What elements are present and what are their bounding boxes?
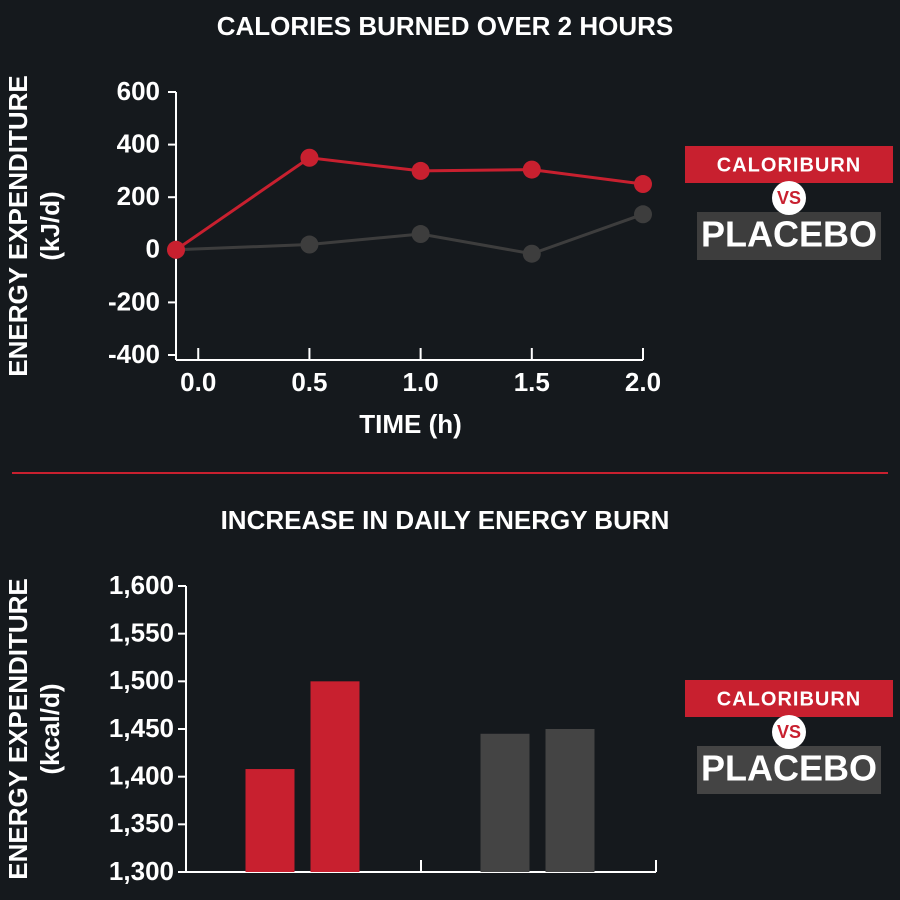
- chart-title: INCREASE IN DAILY ENERGY BURN: [221, 505, 670, 535]
- x-tick-label: 2.0: [625, 367, 661, 397]
- legend-separator: VS: [777, 722, 801, 742]
- x-tick-label: 0.0: [180, 367, 216, 397]
- y-tick-label: 600: [117, 76, 160, 106]
- marker: [634, 175, 652, 194]
- y-axis-label-line: (kcal/d): [35, 683, 65, 774]
- y-tick-label: 1,600: [109, 570, 174, 600]
- y-tick-label: 1,450: [109, 713, 174, 743]
- y-tick-label: 200: [117, 181, 160, 211]
- y-axis-label-line: (kJ/d): [35, 191, 65, 260]
- legend-label: CALORIBURN: [717, 688, 861, 710]
- y-tick-label: 1,400: [109, 761, 174, 791]
- x-axis-label: TIME (h): [359, 409, 462, 439]
- marker: [167, 240, 185, 259]
- y-axis-label-line: ENERGY EXPENDITURE: [3, 578, 33, 879]
- y-axis-label-line: ENERGY EXPENDITURE: [3, 75, 33, 376]
- y-tick-label: -200: [108, 286, 160, 316]
- marker: [411, 161, 430, 180]
- legend-box: [697, 746, 881, 794]
- legend-separator-badge: [772, 715, 806, 749]
- legend-box: [697, 212, 881, 260]
- legend-box: [685, 680, 893, 717]
- y-tick-label: 400: [117, 128, 160, 158]
- y-tick-label: 0: [146, 234, 160, 264]
- y-tick-label: -400: [108, 339, 160, 369]
- marker: [522, 160, 541, 179]
- y-tick-label: 1,500: [109, 665, 174, 695]
- legend-label: PLACEBO: [701, 748, 877, 789]
- chart-title: CALORIES BURNED OVER 2 HOURS: [217, 11, 674, 41]
- x-tick-label: 1.0: [403, 367, 439, 397]
- legend: CALORIBURN PLACEBO VS: [685, 146, 893, 260]
- y-tick-label: 1,550: [109, 618, 174, 648]
- y-axis-label: ENERGY EXPENDITURE (kcal/d): [3, 578, 65, 879]
- bar: [545, 729, 595, 872]
- legend-box: [685, 146, 893, 183]
- marker: [411, 225, 430, 244]
- legend-separator-badge: [772, 181, 806, 215]
- marker: [300, 235, 319, 254]
- x-tick-label: 1.5: [514, 367, 550, 397]
- y-tick-label: 1,300: [109, 856, 174, 886]
- bar: [310, 681, 360, 872]
- legend-separator: VS: [777, 188, 801, 208]
- marker: [634, 205, 652, 224]
- marker: [300, 148, 319, 167]
- x-tick-label: 0.5: [291, 367, 327, 397]
- y-axis-label: ENERGY EXPENDITURE (kJ/d): [3, 75, 65, 376]
- y-tick-label: 1,350: [109, 808, 174, 838]
- legend-label: PLACEBO: [701, 214, 877, 255]
- marker: [522, 244, 541, 263]
- bar: [245, 769, 295, 872]
- legend-label: CALORIBURN: [717, 154, 861, 176]
- bar: [480, 733, 530, 872]
- legend: CALORIBURN PLACEBO VS: [685, 680, 893, 794]
